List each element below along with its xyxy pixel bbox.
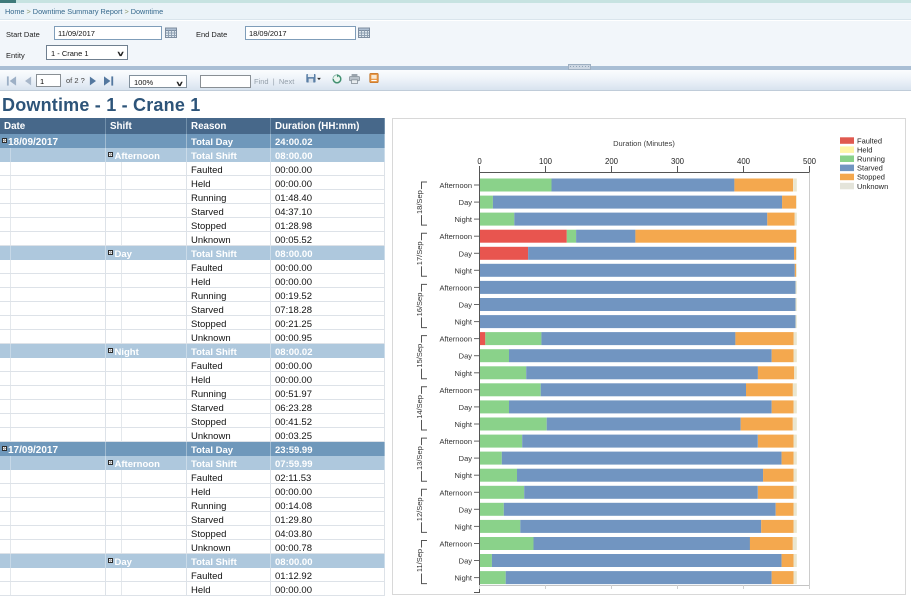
svg-text:Day: Day <box>459 557 473 566</box>
svg-text:Stopped: Stopped <box>857 173 885 182</box>
svg-text:300: 300 <box>671 157 685 166</box>
svg-text:Night: Night <box>454 266 472 275</box>
svg-text:13/Sep: 13/Sep <box>415 446 424 470</box>
svg-text:100: 100 <box>539 157 553 166</box>
svg-text:Night: Night <box>454 471 472 480</box>
svg-text:Afternoon: Afternoon <box>439 181 472 190</box>
svg-text:Day: Day <box>459 352 473 361</box>
svg-text:17/Sep: 17/Sep <box>415 241 424 265</box>
svg-text:Faulted: Faulted <box>857 136 882 145</box>
svg-text:Night: Night <box>454 318 472 327</box>
svg-text:Day: Day <box>459 403 473 412</box>
svg-text:Duration (Minutes): Duration (Minutes) <box>613 139 675 148</box>
svg-text:Night: Night <box>454 420 472 429</box>
svg-text:200: 200 <box>605 157 619 166</box>
svg-text:Night: Night <box>454 522 472 531</box>
svg-text:Unknown: Unknown <box>857 182 888 191</box>
svg-text:15/Sep: 15/Sep <box>415 344 424 368</box>
svg-text:12/Sep: 12/Sep <box>415 497 424 521</box>
svg-text:400: 400 <box>737 157 751 166</box>
svg-text:Day: Day <box>459 454 473 463</box>
svg-text:Day: Day <box>459 301 473 310</box>
svg-text:Day: Day <box>459 505 473 514</box>
svg-text:14/Sep: 14/Sep <box>415 395 424 419</box>
svg-text:Afternoon: Afternoon <box>439 335 472 344</box>
svg-text:Afternoon: Afternoon <box>439 283 472 292</box>
svg-text:Day: Day <box>459 249 473 258</box>
svg-text:Running: Running <box>857 155 885 164</box>
svg-text:Night: Night <box>454 215 472 224</box>
svg-text:Held: Held <box>857 145 872 154</box>
svg-text:Night: Night <box>454 574 472 583</box>
svg-text:Afternoon: Afternoon <box>439 540 472 549</box>
svg-text:Night: Night <box>454 369 472 378</box>
svg-text:Afternoon: Afternoon <box>439 437 472 446</box>
svg-text:16/Sep: 16/Sep <box>415 293 424 317</box>
svg-text:Afternoon: Afternoon <box>439 488 472 497</box>
svg-text:Day: Day <box>459 198 473 207</box>
svg-text:Afternoon: Afternoon <box>439 232 472 241</box>
svg-text:Afternoon: Afternoon <box>439 386 472 395</box>
svg-text:0: 0 <box>477 157 482 166</box>
svg-text:500: 500 <box>803 157 817 166</box>
svg-text:18/Sep: 18/Sep <box>415 190 424 214</box>
svg-text:Starved: Starved <box>857 164 883 173</box>
svg-text:11/Sep: 11/Sep <box>415 549 424 572</box>
